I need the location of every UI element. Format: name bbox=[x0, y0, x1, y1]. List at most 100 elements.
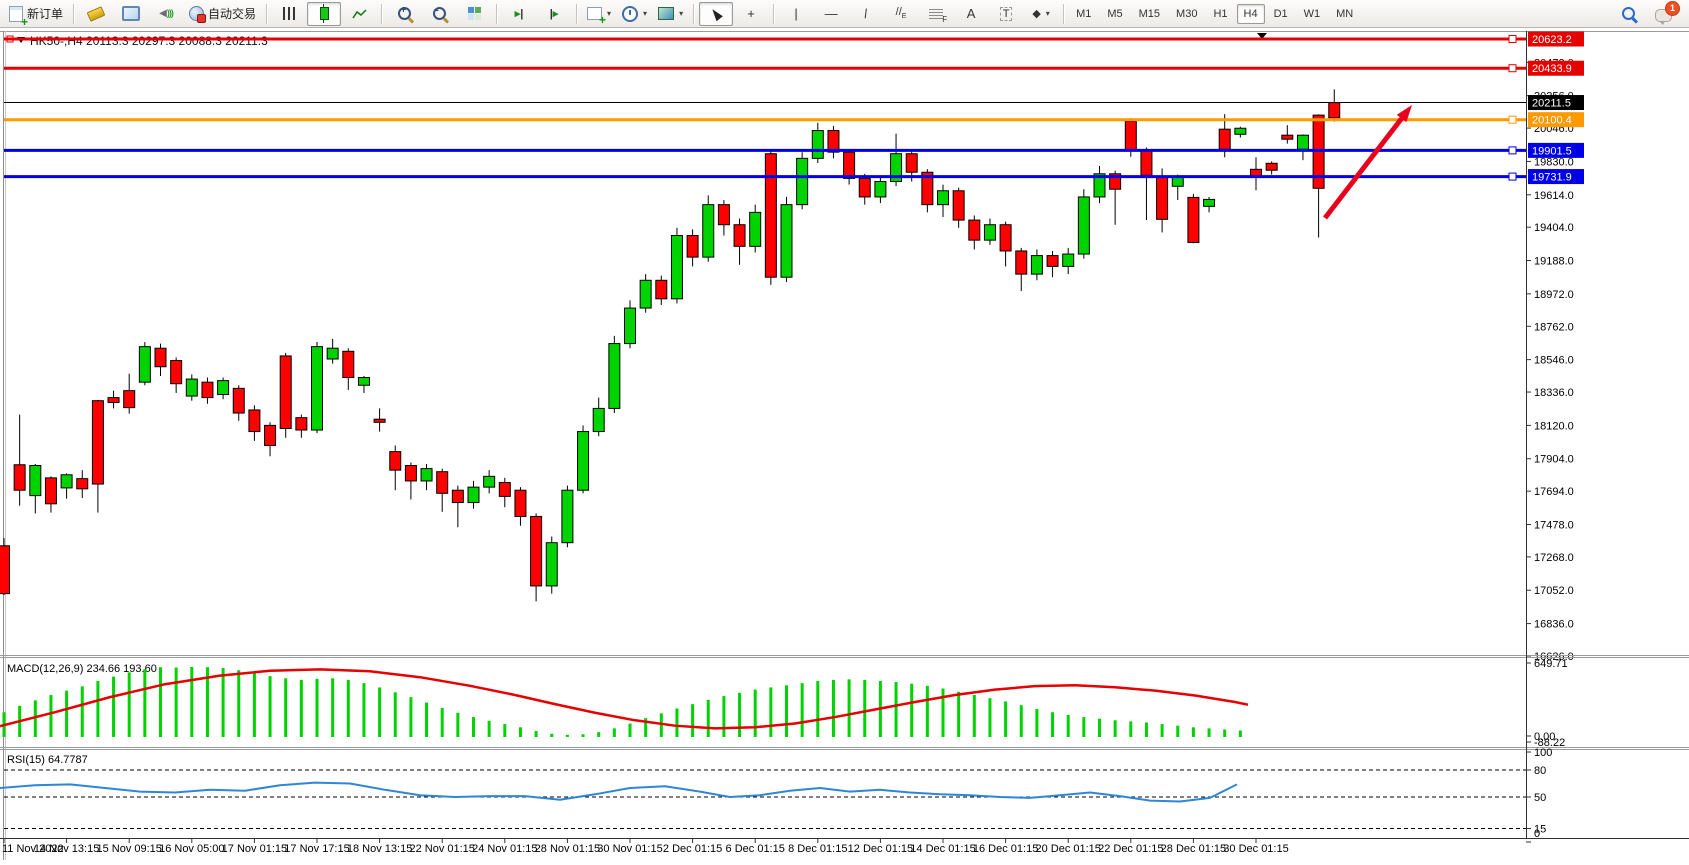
timeframe-h1-button[interactable]: H1 bbox=[1213, 7, 1228, 20]
chart-shift-icon: |▸ bbox=[549, 8, 559, 20]
svg-text:-88.22: -88.22 bbox=[1534, 737, 1565, 749]
svg-text:18546.0: 18546.0 bbox=[1534, 355, 1574, 367]
svg-text:8 Dec 01:15: 8 Dec 01:15 bbox=[788, 843, 847, 855]
panel-separators[interactable] bbox=[0, 655, 1689, 750]
svg-text:RSI(15) 64.7787: RSI(15) 64.7787 bbox=[7, 754, 88, 766]
autotrading-icon bbox=[189, 6, 207, 23]
timeframe-m15-button[interactable]: M15 bbox=[1138, 7, 1161, 20]
chart-area[interactable]: HK50-,H4 20113.3 20297.3 20088.3 20211.3… bbox=[0, 28, 1689, 865]
svg-text:16 Dec 01:15: 16 Dec 01:15 bbox=[973, 843, 1038, 855]
svg-text:0: 0 bbox=[1534, 828, 1540, 840]
toolbar-separator bbox=[381, 3, 383, 24]
tile-windows-button[interactable] bbox=[457, 2, 491, 26]
vertical-line-button[interactable]: | bbox=[779, 2, 813, 26]
line-chart-button[interactable] bbox=[342, 2, 376, 26]
svg-text:18762.0: 18762.0 bbox=[1534, 321, 1574, 333]
macd-panel: MACD(12,26,9) 234.66 193.60 649.71 0.00-88… bbox=[0, 658, 1568, 749]
terminal-button[interactable] bbox=[114, 2, 148, 26]
svg-text:100: 100 bbox=[1534, 747, 1552, 759]
chevron-down-icon: ▾ bbox=[643, 9, 648, 18]
timeframe-m1-button[interactable]: M1 bbox=[1076, 7, 1092, 20]
fibonacci-icon: F bbox=[929, 8, 947, 24]
trend-arrow[interactable] bbox=[1323, 105, 1412, 220]
svg-text:28 Dec 01:15: 28 Dec 01:15 bbox=[1161, 843, 1226, 855]
svg-text:15: 15 bbox=[1534, 824, 1546, 836]
auto-scroll-button[interactable]: ▸| bbox=[502, 2, 536, 26]
svg-text:16 Nov 05:00: 16 Nov 05:00 bbox=[159, 843, 224, 855]
toolbar-separator bbox=[496, 3, 498, 24]
toolbar-separator bbox=[576, 3, 578, 24]
svg-text:MACD(12,26,9) 234.66 193.60: MACD(12,26,9) 234.66 193.60 bbox=[7, 663, 157, 675]
clock-icon bbox=[622, 5, 639, 22]
line-chart-icon bbox=[351, 8, 367, 18]
svg-text:20100.4: 20100.4 bbox=[1532, 115, 1572, 127]
vertical-line-icon: | bbox=[794, 6, 798, 21]
text-label-icon: T bbox=[999, 6, 1013, 21]
svg-text:19614.0: 19614.0 bbox=[1534, 190, 1574, 202]
toolbar-separator bbox=[1063, 3, 1065, 24]
timeframe-m30-button[interactable]: M30 bbox=[1176, 7, 1198, 20]
timeframe-group: M1 M5 M15 M30 H1 H4 D1 W1 MN bbox=[1069, 3, 1360, 24]
search-button[interactable] bbox=[1611, 2, 1645, 26]
text-label-button[interactable]: T bbox=[989, 2, 1023, 26]
zoom-out-button[interactable]: - bbox=[422, 2, 456, 26]
timeframe-mn-button[interactable]: MN bbox=[1336, 7, 1354, 20]
cursor-button[interactable] bbox=[699, 1, 734, 26]
svg-text:20433.9: 20433.9 bbox=[1532, 63, 1572, 75]
zoom-in-button[interactable]: + bbox=[387, 2, 421, 26]
toolbar-separator bbox=[73, 3, 75, 24]
crosshair-button[interactable]: + bbox=[734, 2, 768, 26]
svg-text:18336.0: 18336.0 bbox=[1534, 387, 1574, 399]
svg-text:19830.0: 19830.0 bbox=[1534, 156, 1574, 168]
price-axis-ticks: 20472.020256.020046.019830.019614.019404… bbox=[1526, 57, 1574, 663]
periods-button[interactable]: ▾ bbox=[617, 2, 652, 26]
svg-text:19731.9: 19731.9 bbox=[1532, 172, 1572, 184]
svg-text:17268.0: 17268.0 bbox=[1534, 552, 1574, 564]
arrows-button[interactable]: ◆ ▾ bbox=[1024, 2, 1058, 26]
chart-title: HK50-,H4 20113.3 20297.3 20088.3 20211.3 bbox=[6, 34, 268, 48]
styler-button[interactable] bbox=[79, 2, 113, 26]
svg-text:28 Nov 01:15: 28 Nov 01:15 bbox=[535, 843, 600, 855]
svg-text:18120.0: 18120.0 bbox=[1534, 420, 1574, 432]
new-order-button[interactable]: 新订单 bbox=[4, 2, 68, 28]
auto-scroll-icon: ▸| bbox=[514, 8, 524, 20]
templates-button[interactable]: ▾ bbox=[653, 2, 688, 26]
channel-icon: //E bbox=[895, 6, 907, 21]
svg-text:19188.0: 19188.0 bbox=[1534, 256, 1574, 268]
timeframe-w1-button[interactable]: W1 bbox=[1303, 7, 1321, 20]
arrows-icon: ◆ bbox=[1032, 8, 1041, 20]
rsi-panel: RSI(15) 64.7787 100 80 50 150 bbox=[0, 747, 1552, 843]
horizontal-line-button[interactable]: — bbox=[814, 2, 848, 26]
timeframe-h4-button[interactable]: H4 bbox=[1236, 3, 1265, 24]
fibonacci-button[interactable]: F bbox=[919, 2, 953, 26]
toolbar-right: 1 bbox=[1611, 1, 1685, 26]
svg-text:17 Nov 01:15: 17 Nov 01:15 bbox=[222, 843, 287, 855]
zoom-out-icon: - bbox=[432, 6, 446, 20]
svg-text:20623.2: 20623.2 bbox=[1532, 34, 1572, 46]
timeframe-m5-button[interactable]: M5 bbox=[1107, 7, 1123, 20]
trendline-button[interactable]: / bbox=[849, 2, 883, 26]
svg-text:17052.0: 17052.0 bbox=[1534, 585, 1574, 597]
equidistant-channel-button[interactable]: //E bbox=[884, 2, 918, 26]
timeframe-d1-button[interactable]: D1 bbox=[1273, 7, 1288, 20]
chart-shift-button[interactable]: |▸ bbox=[537, 2, 571, 26]
crosshair-icon: + bbox=[747, 6, 755, 21]
autotrading-button[interactable]: 自动交易 bbox=[184, 2, 261, 26]
indicators-button[interactable]: ▾ bbox=[582, 2, 616, 26]
svg-text:2 Dec 01:15: 2 Dec 01:15 bbox=[663, 843, 722, 855]
candlestick-chart-button[interactable] bbox=[307, 1, 342, 26]
svg-text:15 Nov 09:15: 15 Nov 09:15 bbox=[96, 843, 161, 855]
svg-text:30 Nov 01:15: 30 Nov 01:15 bbox=[597, 843, 662, 855]
text-button[interactable]: A bbox=[954, 2, 988, 26]
svg-text:50: 50 bbox=[1534, 792, 1546, 804]
notification-badge: 1 bbox=[1666, 1, 1679, 15]
svg-text:0.00: 0.00 bbox=[1534, 731, 1555, 743]
notifications-button[interactable]: 1 bbox=[1655, 1, 1679, 25]
tile-windows-icon bbox=[467, 7, 481, 20]
svg-text:649.71: 649.71 bbox=[1534, 658, 1568, 670]
svg-text:24 Nov 01:15: 24 Nov 01:15 bbox=[472, 843, 537, 855]
bar-chart-button[interactable] bbox=[272, 2, 306, 26]
alerts-button[interactable]: ◀))) bbox=[149, 2, 183, 26]
horizontal-lines: 20623.2 20433.9 20100.4 19901.5 19731.9 20211… bbox=[4, 31, 1584, 185]
